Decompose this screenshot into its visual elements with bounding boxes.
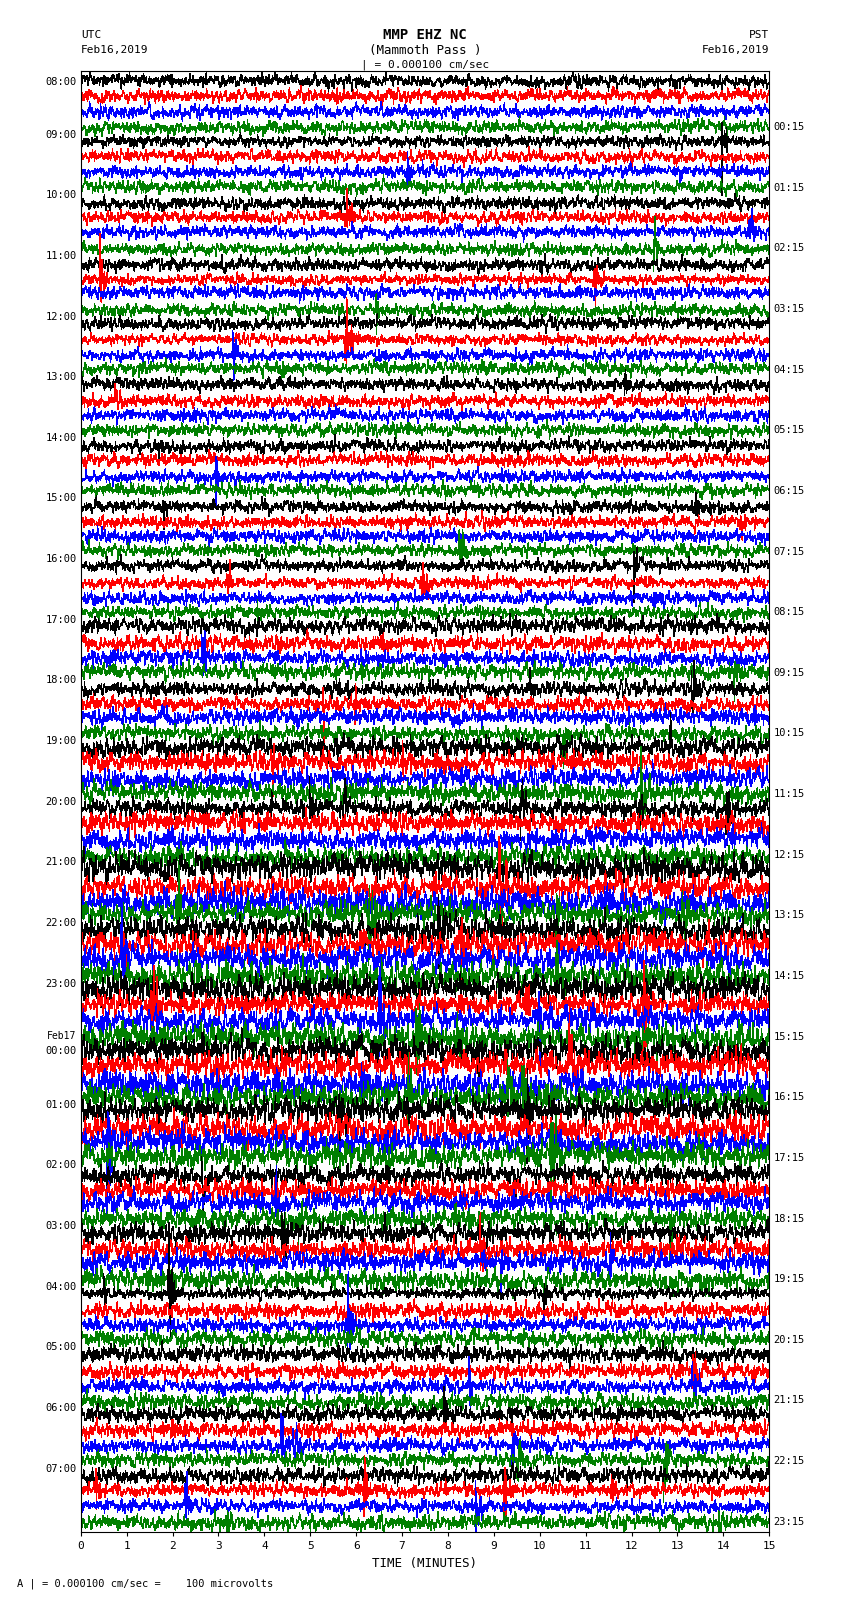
Text: 10:00: 10:00	[45, 190, 76, 200]
Text: 20:00: 20:00	[45, 797, 76, 806]
Text: 19:00: 19:00	[45, 736, 76, 747]
Text: 01:15: 01:15	[774, 182, 805, 192]
Text: A | = 0.000100 cm/sec =    100 microvolts: A | = 0.000100 cm/sec = 100 microvolts	[17, 1579, 273, 1589]
Text: 11:15: 11:15	[774, 789, 805, 798]
Text: 04:15: 04:15	[774, 365, 805, 374]
Text: Feb16,2019: Feb16,2019	[81, 45, 148, 55]
Text: 07:15: 07:15	[774, 547, 805, 556]
Text: 10:15: 10:15	[774, 729, 805, 739]
Text: 17:00: 17:00	[45, 615, 76, 624]
Text: 16:00: 16:00	[45, 555, 76, 565]
Text: 19:15: 19:15	[774, 1274, 805, 1284]
Text: 05:15: 05:15	[774, 426, 805, 436]
Text: 11:00: 11:00	[45, 252, 76, 261]
Text: 18:15: 18:15	[774, 1213, 805, 1224]
Text: 14:15: 14:15	[774, 971, 805, 981]
Text: 02:00: 02:00	[45, 1160, 76, 1171]
Text: 22:15: 22:15	[774, 1457, 805, 1466]
Text: 23:00: 23:00	[45, 979, 76, 989]
Text: 01:00: 01:00	[45, 1100, 76, 1110]
Text: 15:00: 15:00	[45, 494, 76, 503]
X-axis label: TIME (MINUTES): TIME (MINUTES)	[372, 1557, 478, 1569]
Text: 20:15: 20:15	[774, 1336, 805, 1345]
Text: Feb16,2019: Feb16,2019	[702, 45, 769, 55]
Text: 03:15: 03:15	[774, 303, 805, 315]
Text: 06:15: 06:15	[774, 486, 805, 495]
Text: 13:15: 13:15	[774, 910, 805, 921]
Text: 18:00: 18:00	[45, 676, 76, 686]
Text: 23:15: 23:15	[774, 1516, 805, 1528]
Text: 05:00: 05:00	[45, 1342, 76, 1352]
Text: Feb17: Feb17	[47, 1031, 76, 1040]
Text: 07:00: 07:00	[45, 1463, 76, 1474]
Text: PST: PST	[749, 31, 769, 40]
Text: 09:15: 09:15	[774, 668, 805, 677]
Text: 12:15: 12:15	[774, 850, 805, 860]
Text: 02:15: 02:15	[774, 244, 805, 253]
Text: (Mammoth Pass ): (Mammoth Pass )	[369, 44, 481, 56]
Text: 03:00: 03:00	[45, 1221, 76, 1231]
Text: MMP EHZ NC: MMP EHZ NC	[383, 29, 467, 42]
Text: 17:15: 17:15	[774, 1153, 805, 1163]
Text: 21:15: 21:15	[774, 1395, 805, 1405]
Text: 13:00: 13:00	[45, 373, 76, 382]
Text: 16:15: 16:15	[774, 1092, 805, 1102]
Text: 21:00: 21:00	[45, 857, 76, 868]
Text: 09:00: 09:00	[45, 129, 76, 140]
Text: UTC: UTC	[81, 31, 101, 40]
Text: | = 0.000100 cm/sec: | = 0.000100 cm/sec	[361, 60, 489, 69]
Text: 04:00: 04:00	[45, 1282, 76, 1292]
Text: 15:15: 15:15	[774, 1032, 805, 1042]
Text: 12:00: 12:00	[45, 311, 76, 321]
Text: 06:00: 06:00	[45, 1403, 76, 1413]
Text: 00:15: 00:15	[774, 123, 805, 132]
Text: 08:00: 08:00	[45, 76, 76, 87]
Text: 00:00: 00:00	[45, 1045, 76, 1057]
Text: 08:15: 08:15	[774, 606, 805, 618]
Text: 14:00: 14:00	[45, 432, 76, 444]
Text: 22:00: 22:00	[45, 918, 76, 927]
